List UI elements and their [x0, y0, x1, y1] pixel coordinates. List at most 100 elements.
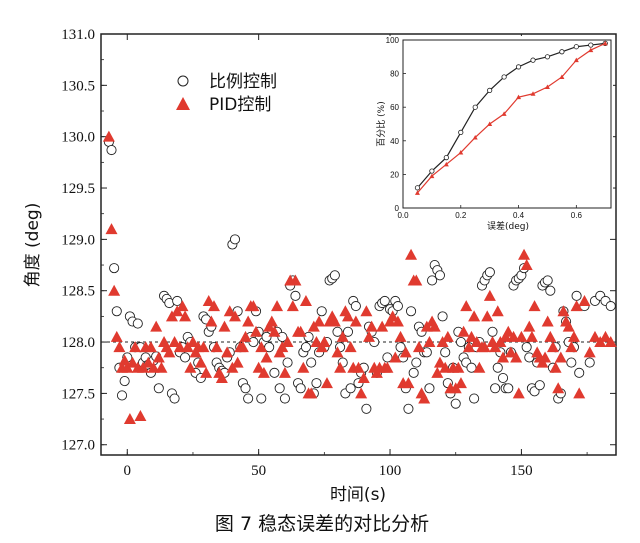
inset-point-pid: [559, 74, 565, 79]
triangle-point: [402, 377, 415, 389]
circle-point: [427, 275, 438, 286]
triangle-point: [355, 387, 368, 399]
triangle-point: [573, 387, 586, 399]
inset-point-proportional: [530, 57, 536, 63]
inset-point-pid: [588, 47, 594, 53]
circle-point: [566, 357, 577, 368]
inset-point-proportional: [573, 44, 579, 50]
circle-point: [300, 342, 311, 353]
triangle-point: [507, 330, 520, 342]
inset-line-pid: [416, 42, 606, 194]
y-axis-title: 角度 (deg): [23, 203, 43, 288]
triangle-point: [520, 259, 533, 271]
triangle-point: [310, 336, 323, 348]
triangle-point: [297, 361, 310, 373]
circle-point: [503, 383, 514, 394]
circle-point: [261, 331, 272, 342]
triangle-point: [221, 346, 234, 358]
triangle-point: [541, 315, 554, 327]
triangle-point: [268, 325, 281, 337]
circle-point: [119, 376, 130, 387]
triangle-point: [441, 330, 454, 342]
triangle-point: [236, 341, 249, 353]
triangle-point: [184, 361, 197, 373]
triangle-point: [147, 361, 160, 373]
triangle-point: [357, 371, 370, 383]
triangle-point: [207, 300, 220, 312]
inset-x-tick-label: 0.6: [571, 211, 583, 220]
inset-x-tick-label: 0.2: [455, 211, 467, 220]
circle-point: [332, 326, 343, 337]
circle-point: [484, 267, 495, 278]
triangle-point: [502, 325, 515, 337]
triangle-point: [142, 356, 155, 368]
circle-point: [306, 357, 317, 368]
circle-point: [406, 306, 417, 317]
triangle-point: [349, 315, 362, 327]
inset-plot-frame: [402, 39, 612, 209]
circle-point: [379, 295, 390, 307]
inset-point-pid: [501, 111, 507, 116]
triangle-point: [271, 300, 284, 312]
circle-point: [264, 342, 275, 353]
inset-y-tick-label: 60: [390, 103, 399, 112]
triangle-point: [504, 346, 517, 358]
triangle-point: [250, 325, 263, 337]
y-tick-label: 129.5: [61, 181, 95, 197]
triangle-point: [134, 409, 147, 421]
circle-point: [290, 290, 301, 301]
inset-point-pid: [458, 150, 464, 155]
triangle-point: [205, 315, 218, 327]
triangle-point: [257, 366, 270, 378]
triangle-point: [428, 320, 441, 332]
inset-point-proportional: [443, 155, 449, 161]
triangle-point: [465, 330, 478, 342]
triangle-point: [473, 361, 486, 373]
triangle-point: [102, 130, 115, 142]
circle-point: [256, 393, 267, 404]
inset-point-pid: [472, 134, 478, 140]
circle-point: [411, 357, 422, 368]
triangle-point: [168, 336, 181, 348]
triangle-point: [604, 336, 617, 348]
triangle-point: [341, 310, 354, 322]
circle-point: [229, 234, 241, 245]
triangle-point: [242, 315, 255, 327]
triangle-point: [344, 341, 357, 353]
circle-point: [180, 352, 191, 363]
inset-point-proportional: [472, 104, 478, 110]
circle-point: [534, 380, 545, 391]
circle-point: [311, 378, 322, 389]
circle-point: [434, 270, 446, 281]
triangle-point: [318, 336, 331, 348]
triangle-point: [260, 351, 273, 363]
triangle-point: [265, 315, 278, 327]
inset-point-proportional: [559, 49, 565, 55]
triangle-point: [202, 294, 215, 306]
triangle-point: [286, 300, 299, 312]
x-tick-label: 0: [124, 463, 132, 479]
y-tick-label: 128.5: [61, 284, 95, 300]
circle-point: [403, 403, 414, 414]
triangle-point: [544, 330, 557, 342]
circle-point: [490, 383, 501, 394]
circle-point: [279, 393, 290, 404]
circle-point: [361, 403, 372, 414]
triangle-point: [255, 341, 268, 353]
triangle-point: [289, 274, 302, 286]
circle-point: [350, 301, 361, 312]
x-tick-label: 100: [379, 463, 402, 479]
triangle-point: [423, 336, 436, 348]
inset-point-pid: [414, 190, 420, 195]
legend-label-proportional: 比例控制: [209, 72, 277, 92]
triangle-point: [405, 248, 418, 260]
inset-x-tick-label: 0.4: [513, 211, 525, 220]
circle-point: [274, 383, 285, 394]
triangle-point: [452, 361, 465, 373]
triangle-point: [418, 392, 431, 404]
circle-point: [295, 383, 306, 394]
triangle-point: [481, 310, 494, 322]
triangle-point: [557, 305, 570, 317]
triangle-point: [528, 300, 541, 312]
circle-point: [440, 347, 451, 358]
